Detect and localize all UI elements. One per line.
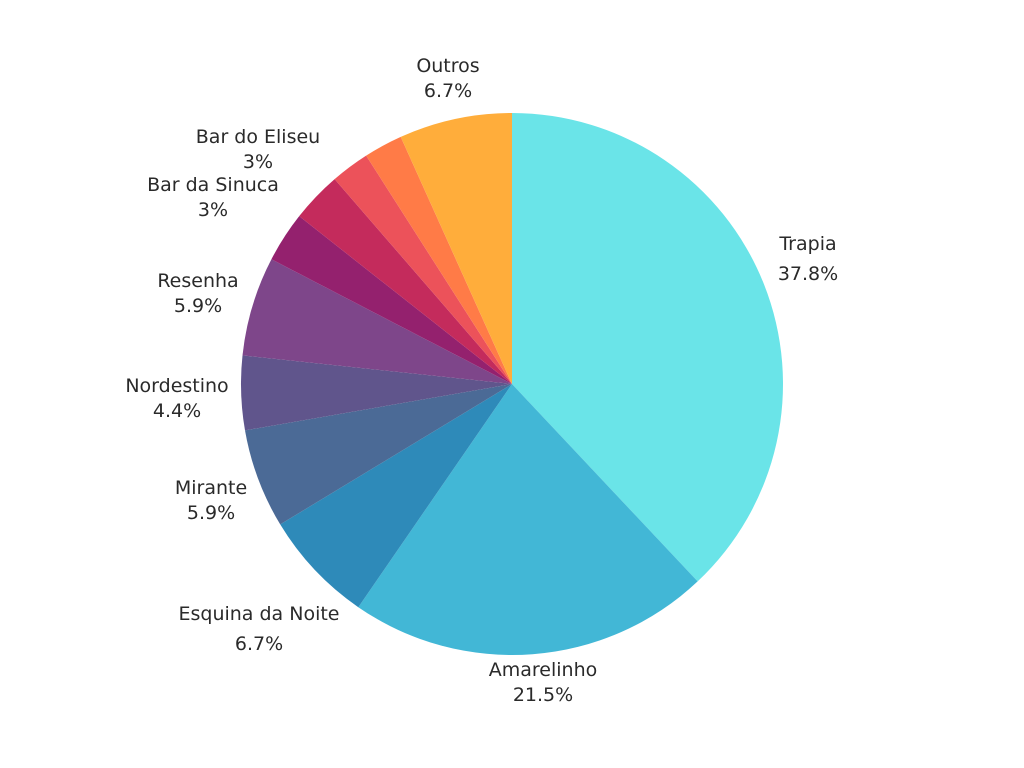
slice-name-label: Mirante <box>175 477 247 499</box>
slice-trapia[interactable] <box>512 113 783 582</box>
slice-name-label: Amarelinho <box>489 659 598 681</box>
slice-percent-label: 6.7% <box>424 80 472 102</box>
slice-labels: Trapia 37.8% Amarelinho 21.5% Esquina da Noi… <box>125 55 838 706</box>
slice-unlabeled-9[interactable] <box>366 136 512 384</box>
pie-slices <box>240 113 783 656</box>
slice-name-label: Bar da Sinuca <box>147 174 279 196</box>
slice-name-label: Bar do Eliseu <box>196 126 320 148</box>
slice-nordestino[interactable] <box>240 355 512 431</box>
slice-mirante[interactable] <box>245 384 512 525</box>
slice-percent-label: 6.7% <box>235 633 283 655</box>
slice-amarelinho[interactable] <box>358 384 698 656</box>
slice-resenha[interactable] <box>242 259 512 384</box>
slice-percent-label: 4.4% <box>153 400 201 422</box>
slice-name-label: Outros <box>416 55 479 77</box>
slice-outros[interactable] <box>400 113 512 384</box>
slice-name-label: Nordestino <box>125 375 228 397</box>
slice-bar-do-eliseu[interactable] <box>299 179 512 384</box>
slice-percent-label: 3% <box>243 151 273 173</box>
slice-name-label: Resenha <box>157 270 238 292</box>
slice-name-label: Trapia <box>778 233 836 255</box>
slice-percent-label: 5.9% <box>174 295 222 317</box>
slice-bar-da-sinuca[interactable] <box>271 216 512 384</box>
slice-percent-label: 21.5% <box>513 684 573 706</box>
slice-percent-label: 3% <box>198 199 228 221</box>
slice-name-label: Esquina da Noite <box>178 603 339 625</box>
slice-percent-label: 5.9% <box>187 502 235 524</box>
slice-esquina-da-noite[interactable] <box>280 384 512 608</box>
slice-unlabeled-8[interactable] <box>334 155 512 384</box>
slice-percent-label: 37.8% <box>778 263 838 285</box>
